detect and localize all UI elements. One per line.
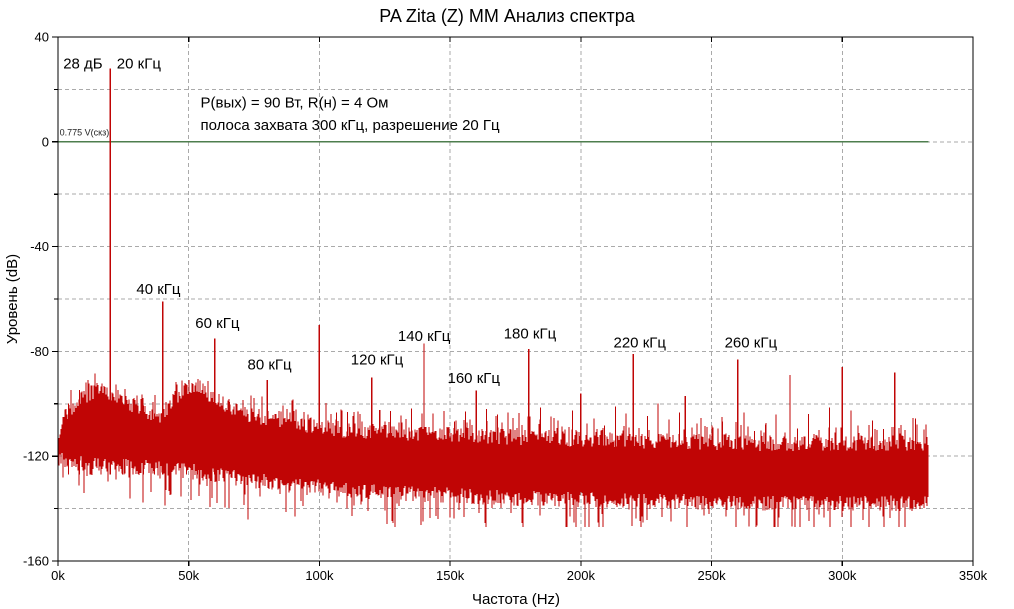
- x-tick-label: 300k: [828, 568, 857, 583]
- peak-annotation: 40 кГц: [136, 281, 181, 298]
- y-tick-label: -40: [30, 239, 49, 254]
- peak-annotation: 160 кГц: [448, 370, 501, 387]
- peak-annotation: 260 кГц: [725, 335, 778, 352]
- peak-annotation: 80 кГц: [248, 357, 293, 374]
- y-tick-label: -80: [30, 344, 49, 359]
- x-tick-label: 250k: [697, 568, 726, 583]
- spectrum-trace: [58, 68, 929, 527]
- annotations: 28 дБ 20 кГц P(вых) = 90 Вт, R(н) = 4 Ом по…: [60, 55, 778, 386]
- peak-annotation: 120 кГц: [351, 352, 404, 369]
- x-tick-label: 0k: [51, 568, 65, 583]
- chart-title: PA Zita (Z) MM Анализ спектра: [379, 6, 636, 26]
- x-tick-label: 200k: [567, 568, 596, 583]
- peak-annotation: 20 кГц: [117, 55, 162, 72]
- axes-and-ticks: 0k 50k 100k 150k 200k 250k 300k 350k 40 0 -40 -80 -1…: [23, 30, 988, 584]
- y-axis-label: Уровень (dB): [4, 254, 21, 344]
- peak-annotation: 140 кГц: [398, 328, 451, 345]
- sideband-spikes: [68, 389, 927, 475]
- y-tick-label: -120: [23, 449, 49, 464]
- peak-annotation: 180 кГц: [504, 325, 557, 342]
- y-tick-label: -160: [23, 554, 49, 569]
- peak-annotation: 0.775 V(скз): [60, 127, 110, 137]
- peak-annotation: P(вых) = 90 Вт, R(н) = 4 Ом: [201, 95, 389, 112]
- peak-annotation: 28 дБ: [63, 55, 103, 72]
- peak-annotation: полоса захвата 300 кГц, разрешение 20 Гц: [201, 117, 501, 134]
- x-axis-label: Частота (Hz): [472, 591, 560, 608]
- y-tick-label: 0: [42, 134, 49, 149]
- peak-annotation: 220 кГц: [614, 335, 667, 352]
- y-tick-label: 40: [35, 30, 49, 45]
- x-tick-label: 50k: [178, 568, 199, 583]
- harmonic-peaks: [109, 68, 896, 475]
- x-tick-label: 150k: [436, 568, 465, 583]
- x-tick-label: 350k: [959, 568, 988, 583]
- x-tick-label: 100k: [305, 568, 334, 583]
- peak-annotation: 60 кГц: [195, 315, 240, 332]
